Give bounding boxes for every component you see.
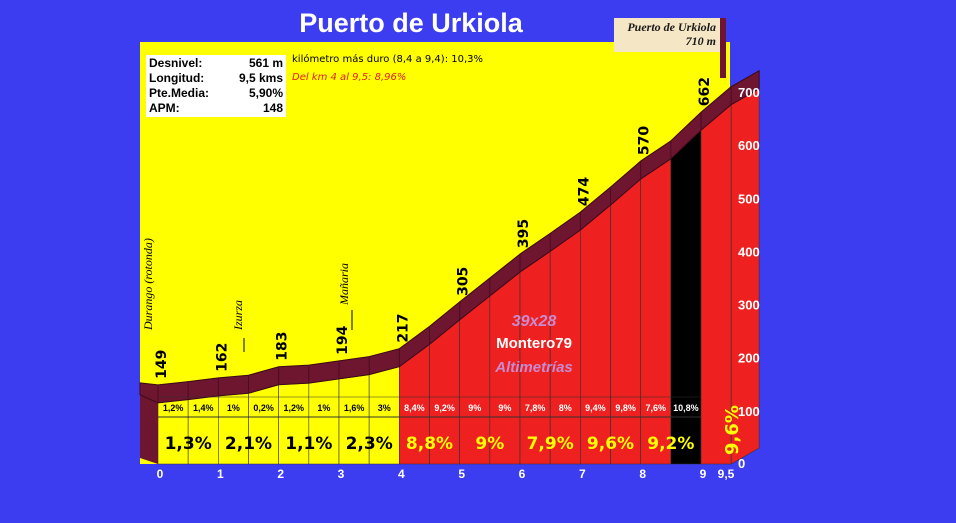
chart-title: Puerto de Urkiola	[299, 8, 523, 38]
stat-row-desnivel: Desnivel: 561 m	[149, 56, 283, 71]
stat-row-apm: APM: 148	[149, 101, 283, 116]
profile-ridge	[139, 69, 760, 404]
stat-value: 9,5 kms	[238, 71, 283, 85]
summit-altitude: 710 m	[685, 34, 716, 48]
km-altitude-label: 217	[395, 313, 411, 342]
stat-label: Pte.Media:	[149, 86, 210, 100]
stats-box: Desnivel: 561 m Longitud: 9,5 kms Pte.Medi…	[146, 55, 286, 117]
profile-left-wall	[140, 394, 158, 464]
km-grade-label: 9,2%	[647, 434, 694, 454]
place-label: Mañaria	[337, 263, 351, 306]
half-km-grade-label: 1,6%	[344, 403, 365, 413]
half-km-grade-label: 3%	[378, 403, 391, 413]
km-grade-label: 2,1%	[225, 434, 272, 454]
watermark-gear: 39x28	[512, 313, 557, 330]
half-km-grade-label: 0,2%	[253, 403, 274, 413]
stat-value: 5,90%	[248, 86, 283, 100]
km-altitude-label: 570	[637, 126, 653, 155]
x-tick-label: 9	[700, 467, 707, 481]
place-label: Durango (rotonda)	[141, 238, 155, 331]
km-altitude-label: 149	[154, 350, 170, 379]
half-km-grade-label: 1%	[227, 403, 240, 413]
half-km-grade-label: 1,2%	[283, 403, 304, 413]
half-km-grade-label: 7,6%	[645, 403, 666, 413]
y-tick-label: 100	[738, 404, 760, 419]
watermark-site: Altimetrías	[494, 359, 573, 376]
half-km-grade-label: 8,4%	[404, 403, 425, 413]
profile-segment	[519, 250, 551, 465]
y-tick-label: 0	[738, 456, 745, 471]
y-tick-label: 600	[738, 138, 760, 153]
km-grade-label: 8,8%	[406, 434, 453, 454]
half-km-grade-label: 9,8%	[615, 403, 636, 413]
x-tick-label: 8	[639, 467, 646, 481]
x-tick-label: 2	[277, 467, 284, 481]
y-tick-label: 500	[738, 191, 760, 206]
km-grade-label: 1,3%	[165, 434, 212, 454]
profile-segment	[580, 204, 611, 465]
watermark-author: Montero79	[496, 335, 572, 352]
half-km-grade-label: 9%	[498, 403, 511, 413]
x-tick-label: 0	[157, 467, 164, 481]
half-km-grade-label: 1%	[317, 403, 330, 413]
y-tick-label: 200	[738, 351, 760, 366]
stat-label: Desnivel:	[149, 56, 203, 70]
km-altitude-label: 305	[456, 267, 472, 296]
stat-label: Longitud:	[149, 71, 205, 85]
half-km-grade-label: 10,8%	[673, 403, 699, 413]
half-km-grade-label: 9,2%	[434, 403, 455, 413]
km-altitude-label: 162	[214, 343, 230, 372]
km-grade-label: 7,9%	[527, 434, 574, 454]
summit-post	[720, 18, 726, 78]
km-altitude-label: 395	[516, 219, 532, 248]
y-tick-label: 700	[738, 85, 760, 100]
place-label: Izurza	[231, 300, 245, 331]
stat-label: APM:	[149, 101, 180, 115]
half-km-grade-label: 9,4%	[585, 403, 606, 413]
hardest-km-note: kilómetro más duro (8,4 a 9,4): 10,3%	[292, 54, 484, 65]
half-km-grade-label: 1,2%	[163, 403, 184, 413]
x-tick-label: 4	[398, 467, 405, 481]
x-tick-label: 7	[579, 467, 586, 481]
km-grade-label: 9,6%	[587, 434, 634, 454]
km-grade-label: 9,6%	[722, 405, 743, 455]
hard-section-note: Del km 4 al 9,5: 8,96%	[292, 72, 407, 83]
stat-value: 561 m	[248, 56, 283, 70]
x-tick-label: 1	[217, 467, 224, 481]
summit-label: Puerto de Urkiola 710 m	[614, 18, 720, 52]
profile-segment	[640, 158, 672, 465]
y-tick-label: 400	[738, 244, 760, 259]
stat-row-longitud: Longitud: 9,5 kms	[149, 71, 283, 86]
x-tick-label: 3	[338, 467, 345, 481]
profile-segment	[670, 129, 702, 465]
km-grade-label: 1,1%	[285, 434, 332, 454]
stat-row-pendiente: Pte.Media: 5,90%	[149, 86, 283, 101]
km-grade-label: 2,3%	[346, 434, 393, 454]
half-km-grade-label: 1,4%	[193, 403, 214, 413]
km-altitude-label: 474	[576, 177, 592, 206]
x-tick-label: 6	[519, 467, 526, 481]
km-grade-label: 9%	[475, 434, 504, 454]
km-altitude-label: 662	[697, 77, 713, 106]
summit-name: Puerto de Urkiola	[627, 20, 716, 34]
half-km-grade-label: 8%	[559, 403, 572, 413]
y-tick-label: 300	[738, 298, 760, 313]
km-altitude-label: 194	[335, 325, 351, 354]
x-tick-label: 9,5	[718, 467, 735, 481]
profile-segment	[610, 178, 641, 465]
x-tick-label: 5	[458, 467, 465, 481]
half-km-grade-label: 9%	[468, 403, 481, 413]
half-km-grade-label: 7,8%	[525, 403, 546, 413]
km-altitude-label: 183	[275, 332, 291, 361]
stat-value: 148	[262, 101, 283, 115]
